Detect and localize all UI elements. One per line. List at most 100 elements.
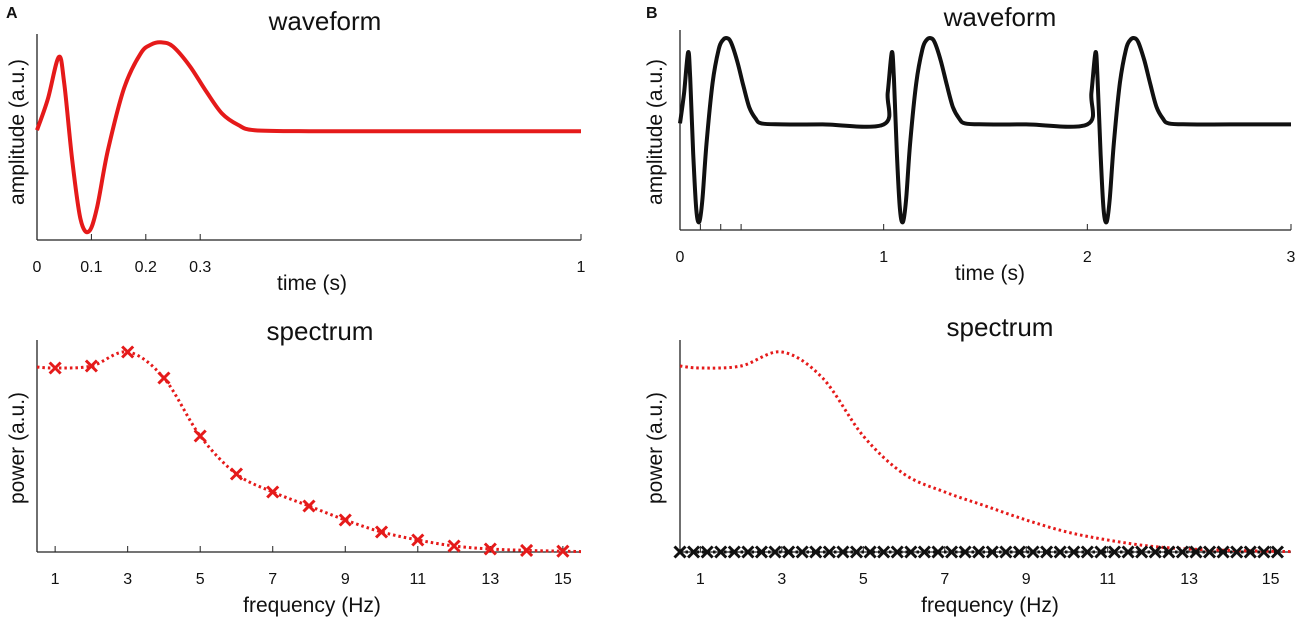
x-axis-label: time (s): [955, 262, 1025, 285]
x-tick-label: 7: [268, 571, 277, 588]
data-point-marker: [972, 545, 986, 559]
data-point-marker: [520, 543, 534, 557]
spectrum-envelope: [679, 350, 1292, 554]
x-tick-label: 2: [1083, 249, 1092, 266]
data-point-marker: [1121, 545, 1135, 559]
data-point-marker: [1040, 545, 1054, 559]
x-tick-label: 7: [940, 571, 949, 588]
x-tick-label: 3: [1287, 249, 1296, 266]
data-point-marker: [1107, 545, 1122, 559]
x-tick-label: 3: [123, 571, 132, 588]
data-point-marker: [121, 345, 135, 359]
x-tick-label: 9: [341, 571, 350, 588]
x-axis-label: time (s): [277, 272, 347, 295]
x-tick-label: 1: [696, 571, 705, 588]
x-tick-label: 0.1: [80, 259, 102, 276]
data-point-marker: [302, 499, 316, 513]
chart-title: waveform: [268, 6, 382, 36]
chart-title: waveform: [943, 2, 1057, 32]
x-ticks: 0 1 2 3: [676, 224, 1296, 266]
data-point-marker: [727, 545, 741, 559]
data-point-marker: [1026, 545, 1040, 559]
x-tick-label: 11: [1099, 571, 1116, 588]
x-ticks: 1 3 5 7 9 11 13 15: [696, 546, 1280, 588]
data-point-marker: [1175, 545, 1189, 559]
data-point-marker: [1243, 545, 1257, 559]
spectrum-line: [36, 350, 582, 554]
data-point-marker: [1094, 545, 1108, 559]
data-point-marker: [877, 545, 891, 559]
data-point-marker: [768, 545, 782, 559]
data-point-marker: [1216, 545, 1230, 559]
data-point-marker: [673, 545, 687, 559]
data-point-marker: [985, 545, 999, 559]
data-point-marker: [1067, 545, 1081, 559]
x-tick-label: 5: [859, 571, 868, 588]
data-point-marker: [1270, 545, 1285, 559]
data-point-marker: [890, 545, 904, 559]
x-ticks: 0 0.1 0.2 0.3 1: [33, 234, 586, 276]
data-point-marker: [945, 545, 959, 559]
data-point-marker: [741, 545, 755, 559]
x-ticks: 1 3 5 7 9 11 13 15: [51, 546, 572, 588]
data-point-marker: [700, 545, 714, 559]
data-point-marker: [483, 542, 497, 556]
data-point-marker: [556, 544, 570, 558]
data-point-marker: [714, 545, 728, 559]
y-axis-label: amplitude (a.u.): [6, 59, 29, 205]
y-axis-label: power (a.u.): [6, 392, 29, 504]
data-point-marker: [782, 545, 796, 559]
data-point-marker: [1230, 545, 1244, 559]
x-tick-label: 13: [481, 571, 499, 588]
data-point-marker: [1162, 545, 1176, 559]
y-axis-label: power (a.u.): [644, 392, 667, 504]
data-point-marker: [836, 545, 850, 559]
data-point-marker: [338, 513, 352, 527]
data-point-marker: [687, 545, 701, 559]
data-point-marker: [863, 545, 877, 559]
x-tick-label: 11: [409, 571, 426, 588]
data-point-marker: [229, 467, 244, 481]
data-point-marker: [904, 545, 918, 559]
data-point-marker: [1080, 545, 1094, 559]
data-point-marker: [1148, 545, 1162, 559]
x-tick-label: 0.2: [135, 259, 157, 276]
data-point-marker: [193, 429, 207, 443]
panel-label-a: A: [6, 5, 18, 22]
x-tick-label: 0: [676, 249, 685, 266]
data-point-marker: [1053, 545, 1067, 559]
data-points: [673, 350, 1292, 559]
x-axis-label: frequency (Hz): [921, 594, 1059, 617]
data-point-marker: [809, 545, 823, 559]
data-point-marker: [822, 545, 836, 559]
data-point-marker: [917, 545, 931, 559]
x-tick-label: 5: [196, 571, 205, 588]
chart-a-waveform: waveform amplitude (a.u.) time (s) 0 0.1 0…: [6, 6, 586, 295]
x-axis-label: frequency (Hz): [243, 594, 381, 617]
data-point-marker: [447, 539, 461, 553]
data-point-marker: [1189, 545, 1203, 559]
chart-title: spectrum: [267, 316, 374, 346]
data-point-marker: [1257, 545, 1271, 559]
waveform-line: [678, 36, 1291, 225]
x-tick-label: 13: [1180, 571, 1198, 588]
data-point-marker: [1202, 545, 1217, 559]
data-point-marker: [958, 545, 972, 559]
x-tick-label: 1: [879, 249, 888, 266]
x-tick-label: 1: [577, 259, 586, 276]
y-axis-label: amplitude (a.u.): [644, 59, 667, 205]
x-tick-label: 0: [33, 259, 42, 276]
x-tick-label: 9: [1022, 571, 1031, 588]
data-point-marker: [999, 545, 1013, 559]
data-point-marker: [795, 545, 809, 559]
chart-b-waveform: waveform amplitude (a.u.) time (s) 0 1 2 3: [644, 2, 1296, 285]
data-point-marker: [266, 485, 280, 499]
data-points: [48, 345, 570, 558]
x-tick-label: 0.3: [189, 259, 211, 276]
chart-title: spectrum: [947, 312, 1054, 342]
data-point-marker: [1135, 545, 1149, 559]
x-tick-label: 15: [554, 571, 572, 588]
waveform-line: [35, 40, 581, 235]
